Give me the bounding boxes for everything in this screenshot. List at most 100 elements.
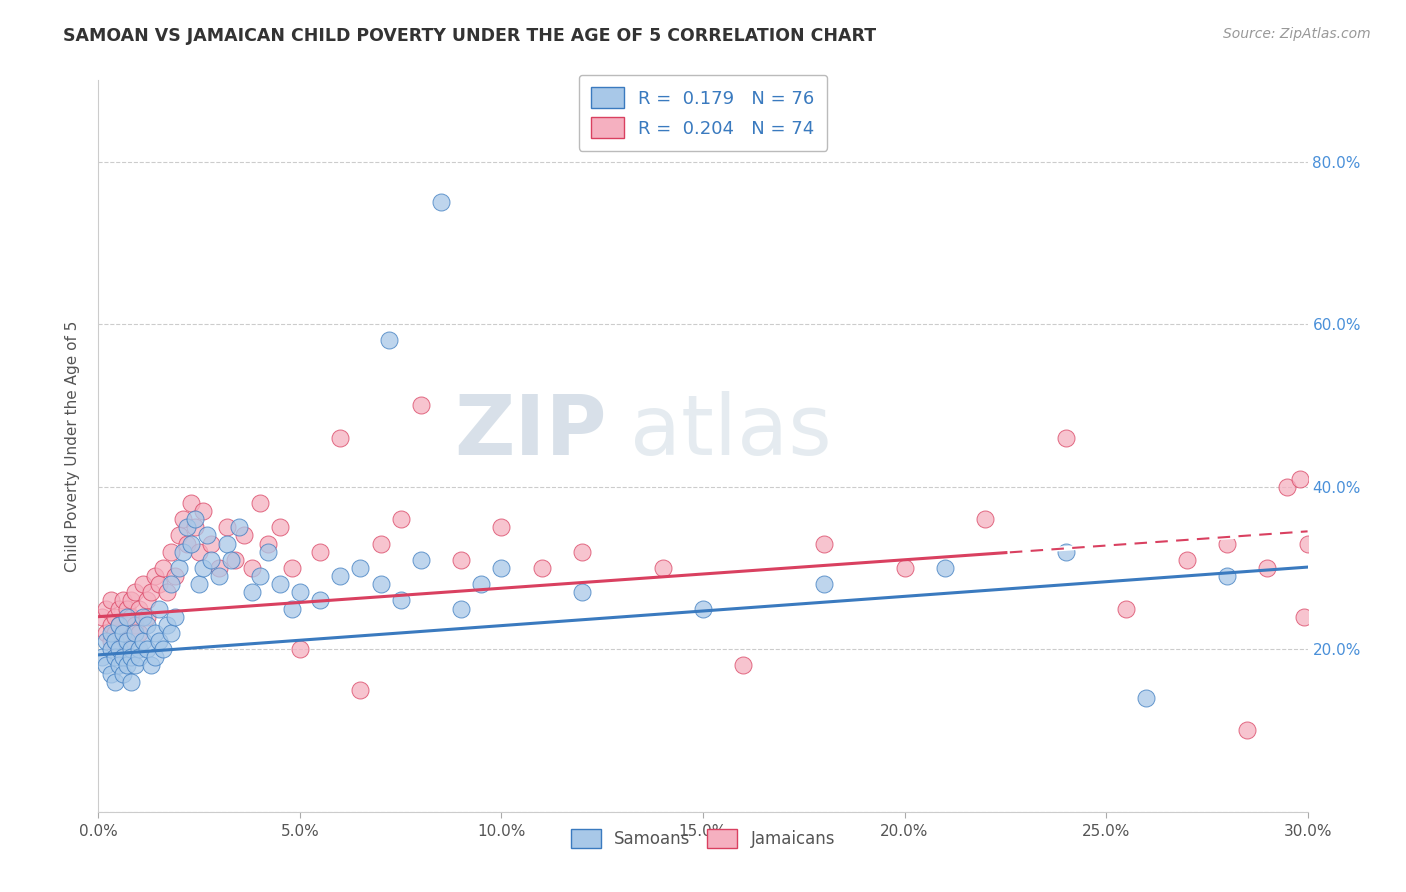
Point <box>184 512 207 526</box>
Point <box>124 658 146 673</box>
Point <box>172 544 194 558</box>
Point <box>156 585 179 599</box>
Point <box>893 561 915 575</box>
Point <box>120 593 142 607</box>
Point <box>111 626 134 640</box>
Point <box>1115 601 1137 615</box>
Point <box>167 561 190 575</box>
Point <box>329 431 352 445</box>
Point <box>167 528 190 542</box>
Point <box>232 528 254 542</box>
Point <box>530 561 553 575</box>
Point <box>163 569 186 583</box>
Point <box>143 626 166 640</box>
Point <box>100 642 122 657</box>
Point <box>120 609 142 624</box>
Point <box>115 609 138 624</box>
Point <box>180 536 202 550</box>
Point <box>450 553 472 567</box>
Point <box>115 634 138 648</box>
Point <box>128 650 150 665</box>
Text: Source: ZipAtlas.com: Source: ZipAtlas.com <box>1223 27 1371 41</box>
Point <box>111 626 134 640</box>
Point <box>103 609 125 624</box>
Point <box>288 585 311 599</box>
Point <box>228 520 250 534</box>
Point <box>135 642 157 657</box>
Point <box>409 553 432 567</box>
Point <box>934 561 956 575</box>
Point <box>733 658 755 673</box>
Point <box>115 634 138 648</box>
Point <box>349 682 371 697</box>
Point <box>193 504 215 518</box>
Y-axis label: Child Poverty Under the Age of 5: Child Poverty Under the Age of 5 <box>65 320 80 572</box>
Text: SAMOAN VS JAMAICAN CHILD POVERTY UNDER THE AGE OF 5 CORRELATION CHART: SAMOAN VS JAMAICAN CHILD POVERTY UNDER T… <box>63 27 876 45</box>
Point <box>1256 561 1278 575</box>
Point <box>195 528 218 542</box>
Point <box>160 577 183 591</box>
Point <box>143 650 166 665</box>
Point <box>256 536 278 550</box>
Point <box>120 650 142 665</box>
Point <box>96 601 118 615</box>
Point <box>135 593 157 607</box>
Point <box>103 674 125 689</box>
Point <box>124 617 146 632</box>
Point <box>96 626 118 640</box>
Point <box>100 593 122 607</box>
Point <box>571 585 593 599</box>
Point <box>176 536 198 550</box>
Point <box>208 569 231 583</box>
Point <box>249 569 271 583</box>
Point <box>281 601 304 615</box>
Point <box>470 577 492 591</box>
Point <box>974 512 997 526</box>
Text: atlas: atlas <box>630 391 832 472</box>
Point <box>100 666 122 681</box>
Point <box>135 609 157 624</box>
Point <box>224 553 246 567</box>
Point <box>249 496 271 510</box>
Point <box>200 553 222 567</box>
Point <box>107 658 129 673</box>
Text: ZIP: ZIP <box>454 391 606 472</box>
Point <box>184 520 207 534</box>
Point <box>180 496 202 510</box>
Point <box>160 544 183 558</box>
Point <box>1288 471 1310 485</box>
Point <box>107 617 129 632</box>
Point <box>188 577 211 591</box>
Point <box>813 577 835 591</box>
Point <box>107 642 129 657</box>
Point <box>128 642 150 657</box>
Point <box>100 626 122 640</box>
Point <box>1216 569 1239 583</box>
Point <box>692 601 714 615</box>
Point <box>111 666 134 681</box>
Point <box>1277 480 1299 494</box>
Point <box>1292 609 1315 624</box>
Point <box>1135 690 1157 705</box>
Point <box>813 536 835 550</box>
Point <box>269 577 291 591</box>
Point <box>389 593 412 607</box>
Point <box>103 634 125 648</box>
Point <box>132 577 155 591</box>
Point <box>156 617 179 632</box>
Point <box>217 520 239 534</box>
Point <box>281 561 304 575</box>
Point <box>107 642 129 657</box>
Point <box>240 561 263 575</box>
Point <box>491 561 513 575</box>
Point <box>160 626 183 640</box>
Point <box>96 634 118 648</box>
Point <box>132 609 155 624</box>
Point <box>148 634 170 648</box>
Point <box>430 195 453 210</box>
Point <box>309 593 332 607</box>
Point <box>91 650 114 665</box>
Point <box>107 601 129 615</box>
Point <box>256 544 278 558</box>
Point <box>491 520 513 534</box>
